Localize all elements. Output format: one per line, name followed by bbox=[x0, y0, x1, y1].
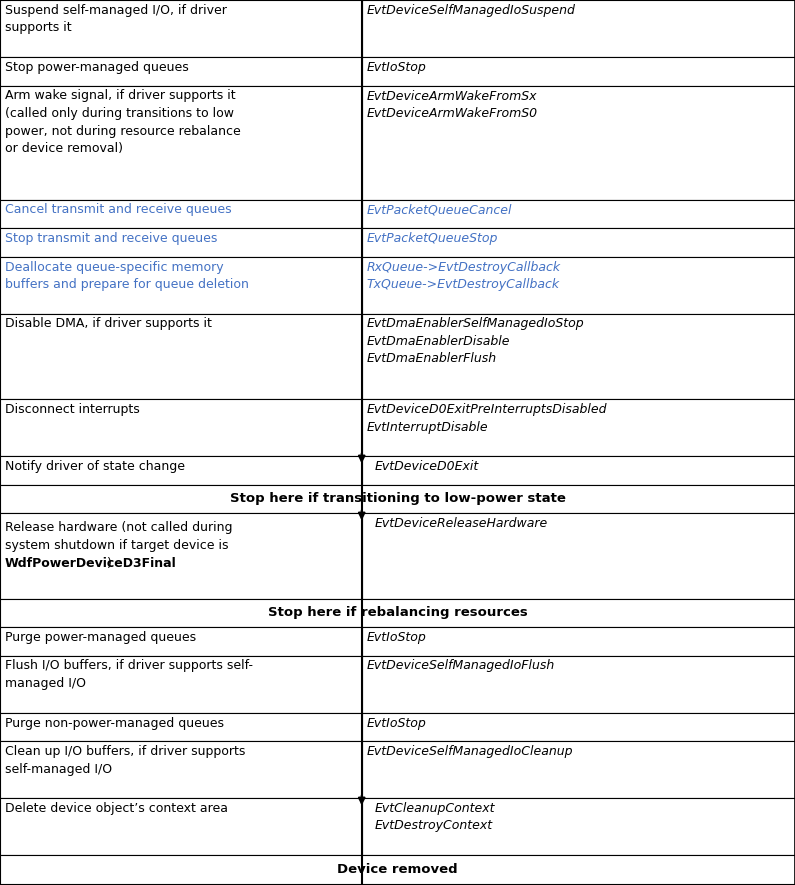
Text: EvtDeviceSelfManagedIoSuspend: EvtDeviceSelfManagedIoSuspend bbox=[366, 4, 576, 17]
Text: Suspend self-managed I/O, if driver
supports it: Suspend self-managed I/O, if driver supp… bbox=[5, 4, 227, 35]
Bar bbox=[0, 656, 362, 712]
Text: Stop power-managed queues: Stop power-managed queues bbox=[5, 61, 188, 74]
Bar bbox=[0, 456, 362, 484]
Bar bbox=[0, 484, 795, 513]
Bar bbox=[0, 57, 362, 86]
Text: Device removed: Device removed bbox=[337, 863, 458, 876]
Bar bbox=[362, 228, 795, 257]
Bar bbox=[0, 598, 795, 627]
Bar bbox=[362, 712, 795, 741]
Bar bbox=[0, 399, 362, 456]
Bar bbox=[362, 199, 795, 228]
Bar bbox=[0, 0, 362, 57]
Bar bbox=[0, 199, 362, 228]
Text: EvtCleanupContext
EvtDestroyContext: EvtCleanupContext EvtDestroyContext bbox=[374, 802, 495, 833]
Bar bbox=[0, 86, 362, 199]
Text: EvtDeviceD0ExitPreInterruptsDisabled
EvtInterruptDisable: EvtDeviceD0ExitPreInterruptsDisabled Evt… bbox=[366, 403, 607, 434]
Text: WdfPowerDeviceD3Final: WdfPowerDeviceD3Final bbox=[5, 558, 176, 570]
Text: Cancel transmit and receive queues: Cancel transmit and receive queues bbox=[5, 204, 231, 217]
Bar bbox=[0, 313, 362, 399]
Text: EvtDeviceSelfManagedIoCleanup: EvtDeviceSelfManagedIoCleanup bbox=[366, 745, 573, 758]
Text: Deallocate queue-specific memory
buffers and prepare for queue deletion: Deallocate queue-specific memory buffers… bbox=[5, 260, 249, 291]
Text: system shutdown if target device is: system shutdown if target device is bbox=[5, 539, 228, 552]
Bar bbox=[362, 456, 795, 484]
Text: Notify driver of state change: Notify driver of state change bbox=[5, 460, 185, 473]
Text: EvtIoStop: EvtIoStop bbox=[366, 717, 426, 729]
Bar bbox=[0, 513, 362, 598]
Text: Clean up I/O buffers, if driver supports
self-managed I/O: Clean up I/O buffers, if driver supports… bbox=[5, 745, 246, 775]
Bar bbox=[362, 257, 795, 313]
Bar bbox=[0, 741, 362, 798]
Bar bbox=[362, 57, 795, 86]
Text: EvtIoStop: EvtIoStop bbox=[366, 631, 426, 644]
Text: EvtDmaEnablerSelfManagedIoStop
EvtDmaEnablerDisable
EvtDmaEnablerFlush: EvtDmaEnablerSelfManagedIoStop EvtDmaEna… bbox=[366, 318, 584, 366]
Text: Release hardware (not called during: Release hardware (not called during bbox=[5, 521, 232, 535]
Text: Stop transmit and receive queues: Stop transmit and receive queues bbox=[5, 232, 217, 245]
Text: RxQueue->EvtDestroyCallback
TxQueue->EvtDestroyCallback: RxQueue->EvtDestroyCallback TxQueue->Evt… bbox=[366, 260, 560, 291]
Text: EvtDeviceReleaseHardware: EvtDeviceReleaseHardware bbox=[374, 517, 548, 530]
Bar bbox=[362, 741, 795, 798]
Bar bbox=[0, 712, 362, 741]
Text: ): ) bbox=[107, 558, 112, 570]
Text: Disable DMA, if driver supports it: Disable DMA, if driver supports it bbox=[5, 318, 212, 330]
Bar bbox=[362, 656, 795, 712]
Bar bbox=[0, 855, 795, 883]
Bar bbox=[362, 627, 795, 656]
Text: Delete device object’s context area: Delete device object’s context area bbox=[5, 802, 228, 815]
Text: EvtDeviceD0Exit: EvtDeviceD0Exit bbox=[374, 460, 479, 473]
Text: EvtDeviceArmWakeFromSx
EvtDeviceArmWakeFromS0: EvtDeviceArmWakeFromSx EvtDeviceArmWakeF… bbox=[366, 89, 538, 120]
Bar bbox=[0, 228, 362, 257]
Text: EvtDeviceSelfManagedIoFlush: EvtDeviceSelfManagedIoFlush bbox=[366, 659, 555, 673]
Bar bbox=[362, 0, 795, 57]
Text: EvtPacketQueueCancel: EvtPacketQueueCancel bbox=[366, 204, 512, 217]
Bar bbox=[362, 86, 795, 199]
Bar bbox=[362, 399, 795, 456]
Text: Stop here if rebalancing resources: Stop here if rebalancing resources bbox=[268, 606, 527, 619]
Text: Purge power-managed queues: Purge power-managed queues bbox=[5, 631, 196, 644]
Text: EvtPacketQueueStop: EvtPacketQueueStop bbox=[366, 232, 498, 245]
Bar bbox=[0, 798, 362, 855]
Text: Stop here if transitioning to low-power state: Stop here if transitioning to low-power … bbox=[230, 492, 565, 505]
Bar bbox=[0, 257, 362, 313]
Text: EvtIoStop: EvtIoStop bbox=[366, 61, 426, 74]
Text: Arm wake signal, if driver supports it
(called only during transitions to low
po: Arm wake signal, if driver supports it (… bbox=[5, 89, 241, 155]
Bar bbox=[362, 798, 795, 855]
Text: Disconnect interrupts: Disconnect interrupts bbox=[5, 403, 140, 416]
Bar bbox=[0, 627, 362, 656]
Bar bbox=[362, 513, 795, 598]
Text: Purge non-power-managed queues: Purge non-power-managed queues bbox=[5, 717, 224, 729]
Text: Flush I/O buffers, if driver supports self-
managed I/O: Flush I/O buffers, if driver supports se… bbox=[5, 659, 253, 690]
Bar bbox=[362, 313, 795, 399]
